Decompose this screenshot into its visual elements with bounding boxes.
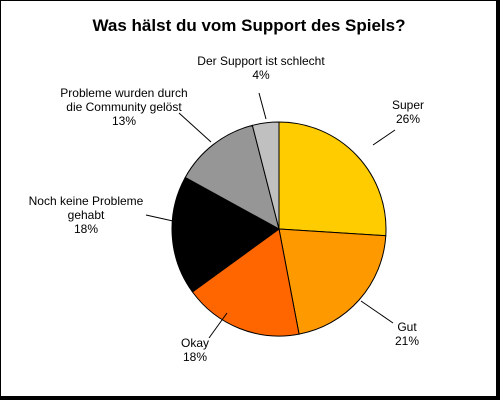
pie-slice: [278, 228, 387, 335]
slice-name: Okay: [181, 336, 209, 350]
pie-slice: [191, 228, 300, 337]
slice-percent: 18%: [183, 350, 207, 364]
leader-line: [145, 214, 174, 222]
pie-slice: [184, 124, 280, 230]
slice-name: die Community gelöst: [66, 100, 182, 114]
chart-title: Was hälst du vom Support des Spiels?: [92, 16, 406, 35]
slice-percent: 21%: [395, 334, 419, 348]
slice-name: Probleme wurden durch: [60, 86, 187, 100]
slice-label: Gut 21%: [395, 320, 419, 348]
pie-slice: [278, 121, 387, 237]
slice-name: Super: [392, 98, 424, 112]
pie-slice: [251, 121, 280, 230]
slice-label: Okay 18%: [181, 336, 209, 364]
slice-name: Noch keine Probleme: [29, 194, 144, 208]
leader-line: [208, 312, 228, 339]
slice-name: Der Support ist schlecht: [197, 54, 325, 68]
leader-line: [360, 300, 394, 324]
slice-label: Super 26%: [392, 98, 424, 126]
pie-slice: [171, 176, 280, 293]
slice-percent: 26%: [396, 112, 420, 126]
leader-line: [178, 112, 212, 143]
slice-label: Probleme wurden durch die Community gelös…: [60, 86, 187, 128]
slice-name: Gut: [397, 320, 417, 334]
slice-label: Der Support ist schlecht 4%: [197, 54, 325, 82]
slice-percent: 18%: [74, 222, 98, 236]
slice-percent: 13%: [112, 114, 136, 128]
leader-line: [372, 129, 396, 146]
slice-percent: 4%: [252, 68, 270, 82]
slice-label: Noch keine Probleme gehabt 18%: [29, 194, 144, 236]
leader-line: [258, 92, 267, 120]
slice-name: gehabt: [68, 208, 105, 222]
